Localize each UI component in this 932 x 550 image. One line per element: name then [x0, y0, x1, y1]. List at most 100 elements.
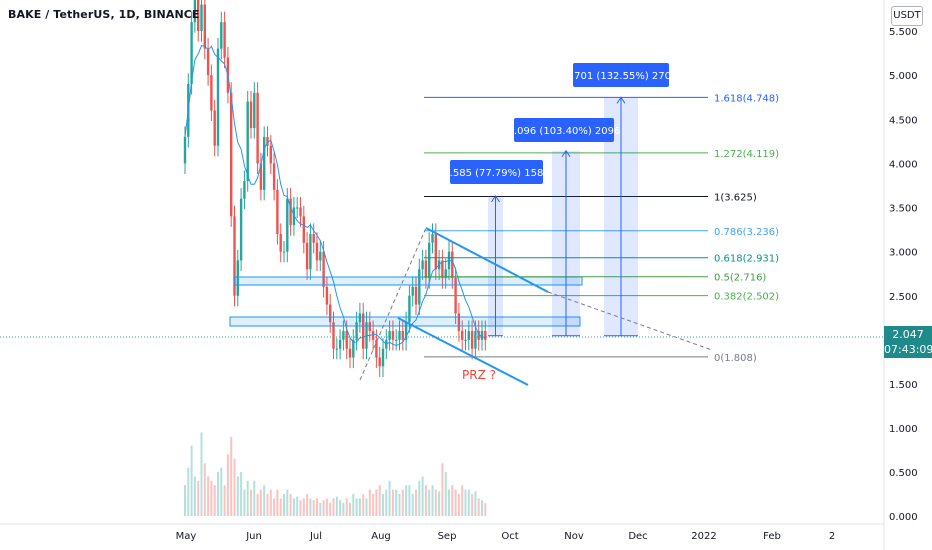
volume-bar: [306, 494, 309, 516]
y-tick-label: 4.500: [889, 115, 918, 126]
y-tick-label: 0.000: [889, 512, 918, 523]
volume-bar: [352, 494, 355, 516]
volume-bar: [415, 489, 417, 516]
candle-body: [312, 233, 315, 243]
volume-bar: [187, 467, 190, 516]
candle-body: [203, 4, 206, 49]
volume-bar: [309, 498, 312, 516]
volume-bar: [349, 502, 351, 516]
candle-body: [391, 331, 395, 340]
candle-body: [239, 198, 243, 261]
prz-annotation: PRZ ?: [462, 368, 496, 382]
volume-bar: [236, 476, 239, 516]
candle-body: [355, 322, 358, 340]
volume-bar: [296, 496, 299, 516]
candle-body: [197, 0, 200, 31]
volume-bar: [325, 498, 328, 516]
y-tick-label: 1.500: [889, 380, 918, 391]
projection-label-box: [514, 118, 614, 142]
volume-bar: [385, 489, 388, 516]
volume-bar: [358, 498, 361, 516]
candle-body: [190, 22, 193, 84]
candle-body: [223, 22, 226, 58]
x-tick-label: Nov: [564, 531, 584, 542]
volume-bar: [454, 489, 457, 516]
volume-bar: [226, 454, 229, 516]
candle-body: [263, 136, 266, 190]
candle-body: [243, 181, 246, 199]
fib-level-label: 0.786(3.236): [714, 227, 779, 238]
candle-body: [322, 251, 325, 287]
candle-body: [371, 331, 375, 340]
volume-bar: [200, 432, 203, 516]
fib-level-label: 1.272(4.119): [714, 149, 779, 160]
fib-level-label: 1.618(4.748): [714, 93, 779, 104]
candle-body: [249, 101, 253, 129]
y-tick-label: 4.000: [889, 159, 918, 170]
candle-body: [408, 295, 411, 323]
volume-bar: [477, 498, 480, 516]
volume-bar: [279, 498, 282, 516]
volume-bar: [375, 489, 378, 516]
candle-body: [424, 260, 428, 279]
x-tick-label: Jul: [309, 531, 322, 542]
candle-body: [368, 322, 371, 332]
volume-bar: [316, 498, 318, 516]
volume-bar: [467, 489, 470, 516]
x-tick-label: Aug: [371, 531, 391, 542]
candle-body: [329, 304, 332, 323]
channel-lower-line: [397, 317, 529, 386]
volume-bar: [378, 485, 381, 516]
volume-bar: [332, 498, 335, 516]
volume-bar: [203, 463, 206, 516]
drawing-overlays: 1.618(4.748) 1.272(4.119) 1(3.625) 0.786(3.…: [229, 63, 779, 386]
projection-label-box: [450, 160, 543, 184]
volume-bar: [448, 489, 450, 516]
volume-bar: [398, 494, 401, 516]
volume-bar: [312, 500, 315, 516]
candle-body: [477, 331, 480, 340]
volume-bar: [246, 480, 249, 516]
volume-bar: [368, 489, 371, 516]
candle-body: [325, 286, 329, 305]
candle-body: [441, 260, 444, 279]
volume-bar: [207, 476, 210, 516]
volume-bar: [243, 489, 246, 516]
candle-body: [233, 216, 236, 296]
candle-body: [276, 189, 279, 234]
candle-body: [388, 331, 391, 340]
x-tick-label: 2022: [691, 531, 716, 542]
candle-body: [461, 331, 464, 340]
volume-bar: [230, 436, 233, 516]
x-tick-label: Oct: [501, 531, 518, 542]
volume-bar: [319, 502, 322, 516]
candle-body: [381, 348, 385, 367]
volume-bar: [220, 467, 223, 516]
volume-bar: [299, 500, 302, 516]
volume-bar: [273, 498, 276, 516]
candle-body: [352, 339, 355, 358]
volume-bar: [197, 480, 200, 516]
projection-arrow-head: [491, 194, 500, 203]
x-tick-label: 2: [829, 531, 835, 542]
candle-body: [309, 233, 312, 270]
projection-label-text: 1.585 (77.79%) 1585: [443, 168, 549, 179]
candle-body: [289, 198, 292, 226]
candle-body: [259, 163, 263, 190]
volume-bar: [451, 485, 454, 516]
candle-body: [401, 331, 404, 340]
volume-bar: [217, 472, 219, 516]
projection-label-text: 2.701 (132.55%) 2701: [565, 71, 678, 82]
volume-bar: [395, 489, 398, 516]
candle-body: [434, 233, 437, 270]
candle-body: [464, 339, 467, 341]
candle-body: [319, 251, 322, 261]
channel-extension: [547, 291, 713, 351]
candle-body: [395, 339, 398, 341]
candle-body: [421, 260, 424, 270]
volume-bar: [263, 485, 266, 516]
volume-bar: [461, 485, 464, 516]
fib-level-label: 0.382(2.502): [714, 292, 779, 303]
currency-button[interactable]: USDT: [891, 6, 923, 26]
